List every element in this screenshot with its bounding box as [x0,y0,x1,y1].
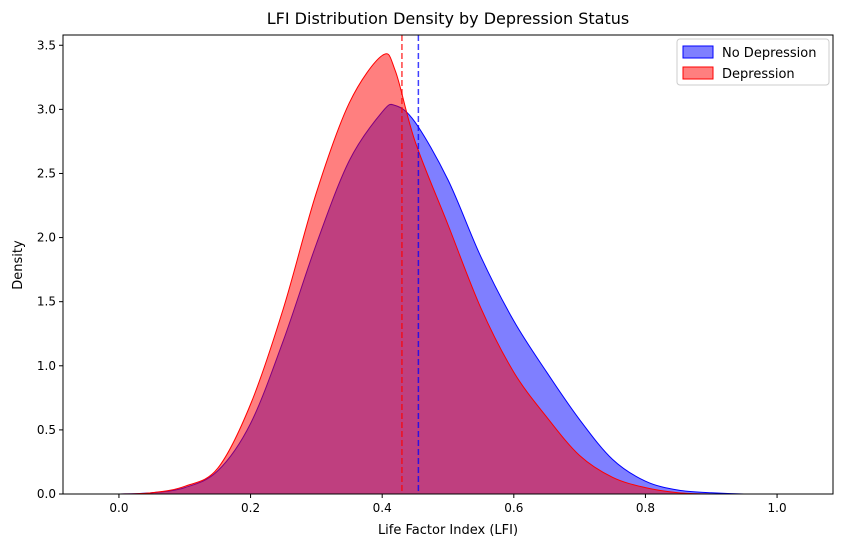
legend-label-0: No Depression [722,46,816,61]
plot-area [95,35,801,495]
y-tick-label: 2.0 [37,231,56,245]
density-area-1 [95,53,801,494]
axes-frame [62,34,834,495]
y-tick-label: 0.5 [37,423,56,437]
y-tick-label: 2.5 [37,166,56,180]
x-tick-label: 0.0 [109,501,128,515]
density-line-1 [95,53,801,495]
legend-swatch-1 [682,66,714,80]
x-tick-label: 0.2 [241,501,260,515]
x-tick-label: 1.0 [768,501,787,515]
y-axis-label: Density [11,240,26,290]
legend-label-1: Depression [722,67,795,82]
chart-title: LFI Distribution Density by Depression S… [267,9,629,28]
y-tick-label: 1.5 [37,295,56,309]
y-tick-label: 0.0 [37,487,56,501]
y-tick-label: 3.5 [37,38,56,52]
x-tick-label: 0.4 [373,501,392,515]
y-tick-label: 3.0 [37,102,56,116]
legend-swatch-0 [682,45,714,59]
x-tick-label: 0.6 [504,501,523,515]
axes: 0.0 0.2 0.4 0.6 0.8 1.0 0.0 0.5 1.0 1.5 2.0 2.5 3.0 3… [37,34,834,515]
legend-box [676,38,830,86]
legend: No Depression Depression [676,38,830,86]
y-tick-label: 1.0 [37,359,56,373]
x-tick-label: 0.8 [636,501,655,515]
x-axis-label: Life Factor Index (LFI) [378,523,518,538]
